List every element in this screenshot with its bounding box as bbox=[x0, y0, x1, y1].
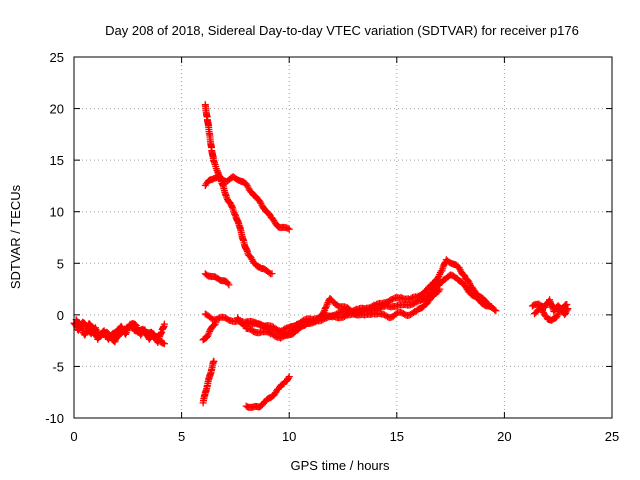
data-markers bbox=[70, 101, 572, 411]
y-tick-label: 0 bbox=[57, 308, 64, 323]
data-point bbox=[322, 304, 330, 311]
data-point bbox=[160, 320, 168, 328]
data-point bbox=[210, 357, 218, 365]
data-point bbox=[320, 308, 328, 316]
data-point bbox=[492, 307, 500, 315]
data-point bbox=[284, 224, 292, 232]
x-tick-label: 10 bbox=[282, 429, 296, 444]
x-tick-label: 15 bbox=[390, 429, 404, 444]
y-tick-label: 15 bbox=[50, 153, 64, 168]
y-tick-label: 20 bbox=[50, 102, 64, 117]
series-arc-8 bbox=[201, 270, 233, 289]
series-arc-13 bbox=[531, 304, 572, 324]
y-tick-label: 5 bbox=[57, 256, 64, 271]
data-point bbox=[160, 340, 168, 348]
data-point bbox=[537, 304, 545, 312]
x-tick-label: 25 bbox=[605, 429, 619, 444]
data-point bbox=[285, 373, 293, 381]
data-point bbox=[488, 303, 495, 311]
y-tick-label: -5 bbox=[52, 359, 64, 374]
data-point bbox=[89, 324, 96, 332]
data-point bbox=[434, 274, 442, 282]
y-axis-label: SDTVAR / TECUs bbox=[8, 184, 23, 289]
series-arc-11 bbox=[234, 285, 444, 342]
x-tick-label: 20 bbox=[497, 429, 511, 444]
data-point bbox=[564, 305, 572, 313]
data-point bbox=[284, 374, 292, 382]
data-point bbox=[268, 270, 276, 278]
data-point bbox=[562, 309, 569, 317]
plot-frame bbox=[73, 56, 613, 419]
series-arc-5 bbox=[242, 373, 293, 411]
data-point bbox=[203, 332, 211, 340]
data-point bbox=[563, 306, 571, 314]
chart-title: Day 208 of 2018, Sidereal Day-to-day VTE… bbox=[105, 23, 579, 38]
data-point bbox=[225, 281, 233, 289]
axis-ticks: 0 5 10 15 20 25 -10 -5 0 5 10 15 20 25 bbox=[45, 50, 619, 444]
x-tick-label: 0 bbox=[70, 429, 77, 444]
x-axis-label: GPS time / hours bbox=[291, 458, 390, 473]
gridlines bbox=[74, 57, 612, 418]
y-tick-label: -10 bbox=[45, 411, 64, 426]
series-arc-7 bbox=[201, 173, 293, 233]
data-point bbox=[491, 306, 498, 314]
data-point bbox=[436, 285, 444, 293]
y-tick-label: 10 bbox=[50, 205, 64, 220]
data-point bbox=[150, 330, 158, 338]
x-tick-label: 5 bbox=[178, 429, 185, 444]
series-arc-3 bbox=[199, 318, 220, 344]
y-tick-label: 25 bbox=[50, 50, 64, 65]
series-arc-12 bbox=[528, 296, 571, 315]
series-arc-4 bbox=[199, 357, 218, 407]
data-point bbox=[465, 278, 473, 286]
data-point bbox=[285, 225, 293, 233]
series-arc-2 bbox=[72, 316, 168, 346]
